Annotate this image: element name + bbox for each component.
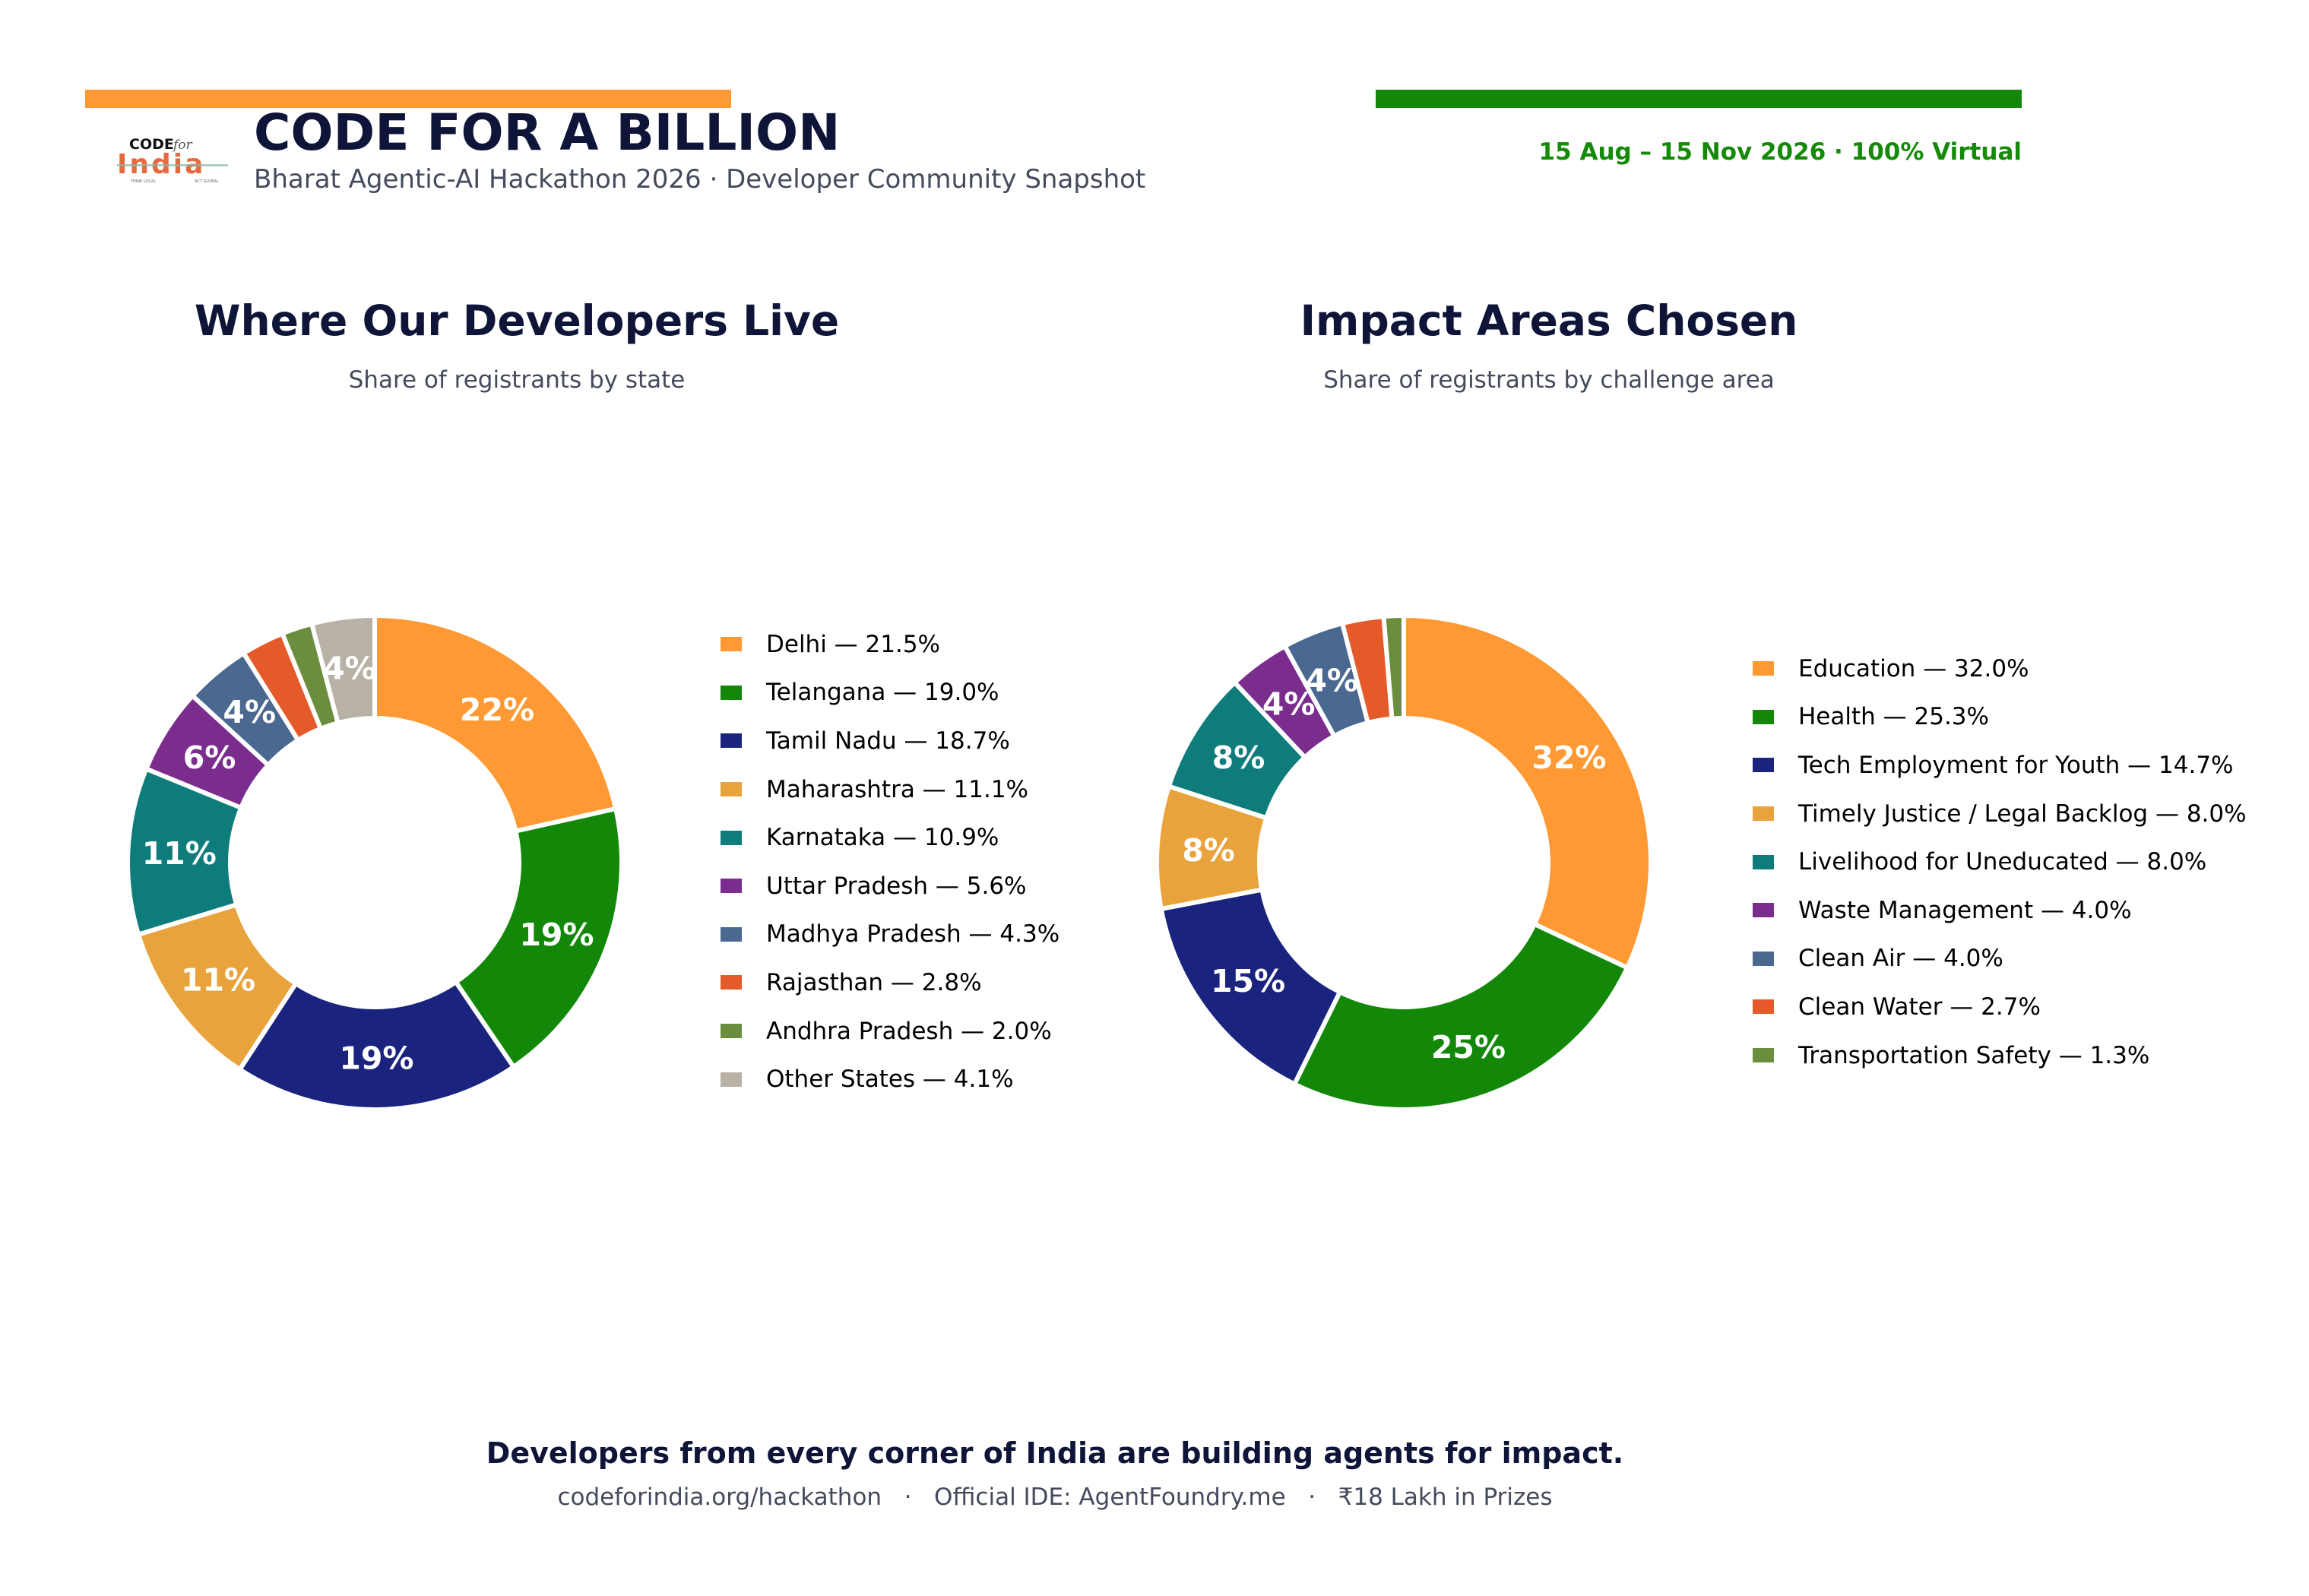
legend-swatch [721, 1072, 742, 1087]
data-label-delhi: 22% [460, 692, 534, 728]
legend-label: Education — 32.0% [1798, 654, 2029, 682]
slice-telangana [453, 806, 624, 1069]
legend-item-timely-justice-legal-backlog: Timely Justice / Legal Backlog — 8.0% [1750, 790, 2247, 838]
legend-swatch [1753, 854, 1774, 869]
chart-subtitle-impact: Share of registrants by challenge area [1323, 366, 1775, 394]
legend-swatch [721, 637, 742, 652]
legend-swatch [1753, 806, 1774, 822]
legend-states: Delhi — 21.5% Telangana — 19.0% Tamil Nadu… [717, 620, 1059, 1104]
legend-label: Clean Air — 4.0% [1798, 945, 2003, 973]
data-label-tamil-nadu: 19% [339, 1040, 413, 1076]
legend-swatch [1753, 1048, 1774, 1063]
slice-tamil-nadu [237, 980, 516, 1112]
saffron-accent-bar [85, 90, 731, 108]
legend-label: Tamil Nadu — 18.7% [766, 727, 1010, 755]
legend-swatch [721, 926, 742, 942]
legend-item-tech-employment-for-youth: Tech Employment for Youth — 14.7% [1750, 741, 2247, 790]
svg-text:for: for [172, 138, 193, 153]
chart-subtitle-states: Share of registrants by state [348, 366, 686, 394]
legend-swatch [721, 1024, 742, 1039]
legend-item-livelihood-for-uneducated: Livelihood for Uneducated — 8.0% [1750, 838, 2247, 886]
legend-item-waste-management: Waste Management — 4.0% [1750, 886, 2247, 935]
donut-chart-impact: 32% 25% 15% 8% 8% 4%4% [1154, 613, 1653, 1112]
legend-item-uttar-pradesh: Uttar Pradesh — 5.6% [717, 862, 1059, 910]
code-for-india-logo: CODE for India THINK LOCAL ACT GLOBAL [117, 136, 228, 184]
legend-swatch [721, 830, 742, 845]
slice-education [1402, 613, 1653, 971]
brand-title: CODE FOR A BILLION [254, 103, 841, 162]
legend-swatch [721, 879, 742, 894]
legend-label: Tech Employment for Youth — 14.7% [1798, 751, 2234, 779]
legend-swatch [721, 685, 742, 700]
legend-item-other-states: Other States — 4.1% [717, 1055, 1059, 1104]
legend-label: Timely Justice / Legal Backlog — 8.0% [1798, 800, 2247, 828]
legend-item-andhra-pradesh: Andhra Pradesh — 2.0% [717, 1007, 1059, 1056]
chart-title-states: Where Our Developers Live [194, 296, 840, 345]
legend-item-health: Health — 25.3% [1750, 693, 2247, 742]
footer-tagline: Developers from every corner of India ar… [486, 1436, 1624, 1470]
donut-chart-states: 22% 19% 19% 11% 11% 6% 4% 4% [125, 613, 624, 1112]
legend-item-telangana: Telangana — 19.0% [717, 669, 1059, 717]
data-label-karnataka: 11% [142, 835, 217, 872]
legend-label: Delhi — 21.5% [766, 630, 941, 658]
data-label-maharashtra: 11% [181, 962, 255, 999]
legend-label: Maharashtra — 11.1% [766, 775, 1029, 803]
event-dates: 15 Aug – 15 Nov 2026 · 100% Virtual [1538, 138, 2022, 166]
legend-item-transportation-safety: Transportation Safety — 1.3% [1750, 1031, 2247, 1080]
data-label-madhya-pradesh: 4% [223, 694, 276, 730]
slice-transportation-safety [1381, 613, 1406, 721]
legend-label: Clean Water — 2.7% [1798, 993, 2041, 1021]
legend-swatch [1753, 661, 1774, 676]
data-label-health: 25% [1431, 1029, 1506, 1066]
slice-other-states [309, 613, 377, 726]
legend-item-delhi: Delhi — 21.5% [717, 620, 1059, 669]
legend-item-education: Education — 32.0% [1750, 644, 2247, 693]
legend-item-madhya-pradesh: Madhya Pradesh — 4.3% [717, 910, 1059, 959]
green-accent-bar [1376, 90, 2022, 108]
data-label-livelihood-for-uneducated: 8% [1212, 739, 1265, 776]
legend-label: Telangana — 19.0% [766, 679, 999, 707]
svg-text:ACT GLOBAL: ACT GLOBAL [195, 179, 219, 184]
legend-label: Waste Management — 4.0% [1798, 896, 2132, 924]
legend-label: Livelihood for Uneducated — 8.0% [1798, 848, 2207, 876]
legend-item-clean-air: Clean Air — 4.0% [1750, 935, 2247, 983]
legend-item-clean-water: Clean Water — 2.7% [1750, 983, 2247, 1031]
legend-item-tamil-nadu: Tamil Nadu — 18.7% [717, 717, 1059, 765]
data-label-tech-employment-for-youth: 15% [1211, 963, 1285, 999]
data-label-telangana: 19% [519, 917, 594, 953]
data-label-other-states: 4% [323, 651, 376, 687]
data-label-education: 32% [1531, 739, 1606, 776]
data-label-uttar-pradesh: 6% [183, 739, 236, 776]
legend-label: Health — 25.3% [1798, 703, 1989, 731]
data-label-timely-justice-legal-backlog: 8% [1182, 832, 1235, 869]
footer-links: codeforindia.org/hackathon · Official ID… [557, 1484, 1553, 1511]
chart-title-impact: Impact Areas Chosen [1300, 296, 1798, 345]
svg-text:CODE: CODE [129, 136, 174, 153]
legend-swatch [1753, 999, 1774, 1015]
legend-swatch [721, 975, 742, 990]
legend-swatch [1753, 758, 1774, 773]
legend-swatch [1753, 903, 1774, 918]
data-label-clean-air: 4% [1305, 663, 1358, 699]
slice-delhi [372, 613, 619, 834]
legend-impact: Education — 32.0% Health — 25.3% Tech Empl… [1750, 644, 2247, 1079]
slice-health [1292, 921, 1630, 1112]
brand-subtitle: Bharat Agentic-AI Hackathon 2026 · Devel… [254, 164, 1146, 195]
legend-swatch [721, 782, 742, 797]
legend-item-rajasthan: Rajasthan — 2.8% [717, 958, 1059, 1007]
legend-label: Madhya Pradesh — 4.3% [766, 920, 1060, 948]
data-label-waste-management: 4% [1262, 686, 1316, 723]
legend-item-karnataka: Karnataka — 10.9% [717, 813, 1059, 862]
svg-text:THINK LOCAL: THINK LOCAL [130, 179, 156, 184]
legend-label: Andhra Pradesh — 2.0% [766, 1017, 1052, 1045]
legend-label: Other States — 4.1% [766, 1066, 1014, 1094]
legend-swatch [721, 733, 742, 749]
legend-swatch [1753, 951, 1774, 966]
legend-label: Transportation Safety — 1.3% [1798, 1041, 2150, 1069]
legend-label: Uttar Pradesh — 5.6% [766, 872, 1027, 900]
legend-swatch [1753, 709, 1774, 724]
legend-label: Karnataka — 10.9% [766, 824, 999, 852]
legend-label: Rajasthan — 2.8% [766, 968, 982, 996]
legend-item-maharashtra: Maharashtra — 11.1% [717, 765, 1059, 814]
